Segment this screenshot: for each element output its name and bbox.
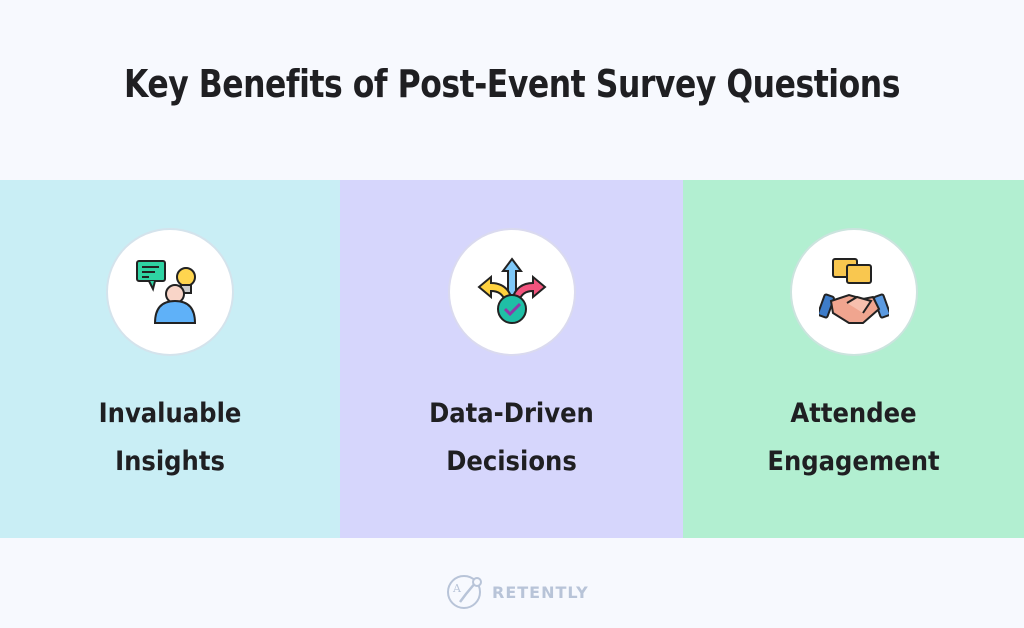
icon-circle xyxy=(449,230,574,354)
handshake-chat-icon xyxy=(818,258,889,324)
retently-logo-icon: A xyxy=(447,575,482,609)
benefit-card-engagement: Attendee Engagement xyxy=(683,180,1024,538)
benefit-label-line1: Data-Driven xyxy=(429,398,594,429)
direction-arrows-check-icon xyxy=(476,257,547,324)
benefit-label-line2: Decisions xyxy=(446,446,577,477)
person-idea-icon xyxy=(136,260,197,324)
benefit-label: Data-Driven Decisions xyxy=(340,390,683,486)
benefit-card-decisions: Data-Driven Decisions xyxy=(340,180,683,538)
benefit-card-insights: Invaluable Insights xyxy=(0,180,340,538)
icon-circle xyxy=(791,230,916,354)
icon-circle xyxy=(108,230,232,354)
benefit-label-line2: Engagement xyxy=(767,446,940,477)
benefit-label-line2: Insights xyxy=(115,446,225,477)
benefit-label-line1: Attendee xyxy=(790,398,917,429)
page-title: Key Benefits of Post-Event Survey Questi… xyxy=(124,62,900,106)
benefit-label: Invaluable Insights xyxy=(0,390,340,486)
svg-text:A: A xyxy=(452,582,462,595)
brand-name: RETENTLY xyxy=(492,582,589,602)
benefit-label: Attendee Engagement xyxy=(683,390,1024,486)
retently-logo: A RETENTLY xyxy=(446,574,589,610)
benefit-label-line1: Invaluable xyxy=(98,398,242,429)
benefits-panels: Invaluable Insights Data-Driven Decision… xyxy=(0,180,1024,538)
